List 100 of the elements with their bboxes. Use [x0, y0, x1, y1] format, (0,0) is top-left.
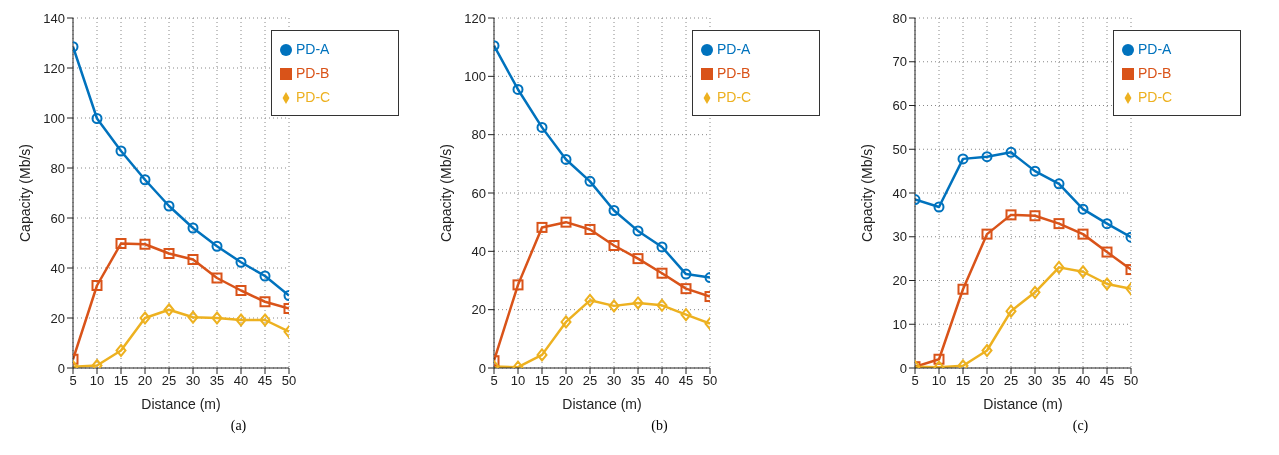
- point: [536, 221, 548, 233]
- point: [259, 270, 271, 282]
- point: [680, 283, 692, 295]
- point: [1029, 285, 1041, 299]
- y-tick-label: 0: [57, 360, 65, 376]
- y-tick-label: 80: [50, 160, 65, 176]
- y-tick-label: 60: [471, 185, 486, 201]
- point: [211, 240, 223, 252]
- point: [512, 83, 524, 95]
- point: [1101, 218, 1113, 230]
- y-tick-label: 30: [892, 229, 907, 245]
- legend-label: PD-A: [1138, 41, 1172, 57]
- y-tick-label: 80: [471, 127, 486, 143]
- legend-label: PD-B: [717, 65, 751, 81]
- legend-label: PD-C: [717, 89, 752, 105]
- point: [163, 303, 175, 317]
- x-tick-label: 10: [931, 373, 947, 389]
- point: [187, 310, 199, 324]
- point: [91, 280, 103, 291]
- y-tick-label: 140: [43, 10, 65, 26]
- x-tick-label: 15: [534, 373, 550, 389]
- x-tick-label: 45: [678, 373, 694, 389]
- point: [235, 285, 247, 296]
- point: [632, 253, 644, 265]
- x-axis-title: Distance (m): [141, 396, 221, 412]
- point: [584, 293, 596, 307]
- x-tick-label: 20: [979, 373, 995, 389]
- point: [139, 311, 151, 325]
- legend-label: PD-C: [1138, 89, 1173, 105]
- y-tick-label: 50: [892, 141, 907, 157]
- x-tick-label: 10: [510, 373, 526, 389]
- point: [981, 228, 993, 240]
- point: [632, 296, 644, 310]
- y-tick-label: 100: [43, 110, 65, 126]
- point: [680, 308, 692, 322]
- y-tick-label: 70: [892, 54, 907, 70]
- text: (a): [229, 418, 248, 434]
- point: [608, 240, 620, 251]
- point: [608, 205, 620, 216]
- y-tick-label: 40: [892, 185, 907, 201]
- y-tick-label: 10: [892, 316, 907, 332]
- text: (c): [1071, 418, 1090, 434]
- x-tick-label: 30: [606, 373, 622, 389]
- point: [933, 201, 945, 213]
- legend-label: PD-A: [296, 41, 330, 57]
- y-tick-label: 0: [478, 360, 486, 376]
- y-tick-label: 20: [471, 302, 486, 318]
- point: [981, 344, 993, 357]
- x-tick-label: 10: [89, 373, 105, 389]
- point: [187, 222, 199, 234]
- point: [632, 225, 644, 237]
- legend-label: PD-A: [717, 41, 751, 57]
- x-tick-label: 20: [558, 373, 574, 389]
- x-axis-title: Distance (m): [983, 396, 1063, 412]
- point: [1005, 209, 1017, 221]
- y-tick-label: 60: [892, 98, 907, 114]
- x-tick-label: 5: [490, 373, 498, 389]
- point: [1053, 178, 1065, 190]
- point: [560, 216, 572, 228]
- x-tick-label: 5: [911, 373, 919, 389]
- point: [139, 238, 151, 250]
- point: [1053, 218, 1065, 230]
- legend-label: PD-C: [296, 89, 331, 105]
- x-tick-label: 25: [1003, 373, 1019, 389]
- y-tick-label: 120: [43, 60, 65, 76]
- y-axis-title: Capacity (Mb/s): [16, 143, 33, 243]
- point: [211, 272, 223, 284]
- y-tick-label: 40: [471, 243, 486, 259]
- x-tick-label: 35: [630, 373, 646, 389]
- x-tick-label: 25: [582, 373, 598, 389]
- x-tick-label: 40: [654, 373, 670, 389]
- point: [1053, 260, 1065, 274]
- y-tick-label: 20: [50, 310, 65, 326]
- point: [91, 359, 103, 368]
- x-tick-label: 30: [1027, 373, 1043, 389]
- point: [656, 267, 668, 279]
- y-tick-label: 40: [50, 260, 65, 276]
- y-tick-label: 0: [899, 360, 907, 376]
- point: [235, 313, 247, 327]
- point: [536, 348, 548, 362]
- point: [235, 256, 247, 268]
- point: [1005, 304, 1017, 318]
- point: [1005, 146, 1017, 158]
- point: [560, 315, 572, 329]
- point: [139, 174, 151, 186]
- point: [608, 299, 620, 313]
- y-tick-label: 60: [50, 210, 65, 226]
- x-tick-label: 30: [185, 373, 201, 389]
- point: [560, 153, 572, 165]
- point: [1077, 228, 1089, 240]
- point: [187, 254, 199, 265]
- point: [91, 113, 103, 124]
- x-tick-label: 45: [257, 373, 273, 389]
- x-tick-label: 45: [1099, 373, 1115, 389]
- point: [1101, 277, 1113, 291]
- point: [115, 145, 127, 157]
- point: [957, 283, 969, 295]
- point: [584, 223, 596, 235]
- y-tick-label: 80: [892, 10, 907, 26]
- legend-label: PD-B: [1138, 65, 1172, 81]
